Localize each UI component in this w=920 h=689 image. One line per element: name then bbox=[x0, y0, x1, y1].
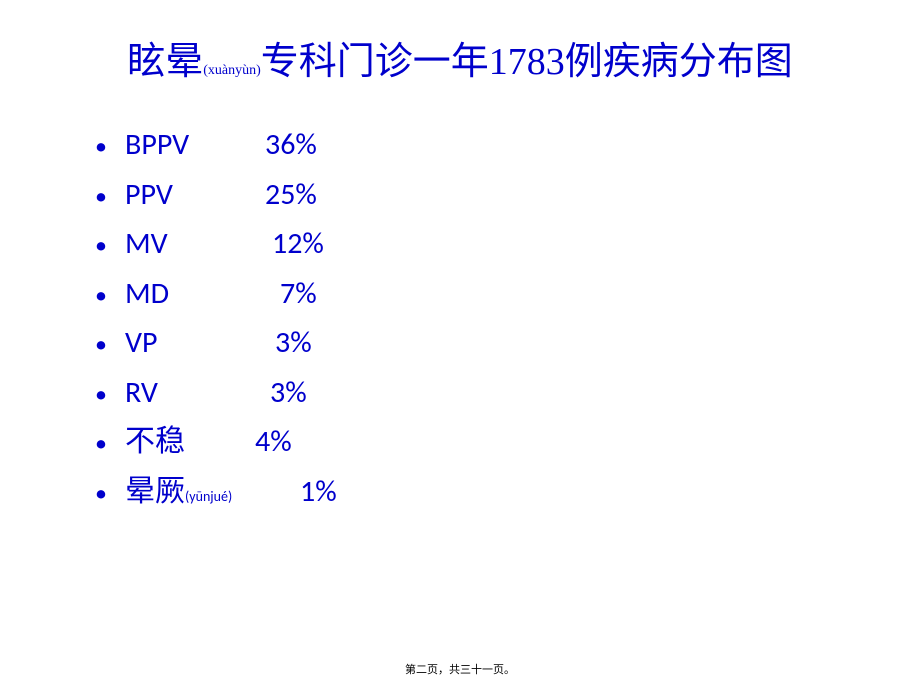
item-value: 3% bbox=[270, 368, 307, 418]
bullet-icon: • bbox=[95, 424, 125, 464]
item-label: 不稳 bbox=[125, 417, 255, 467]
bullet-icon: • bbox=[95, 474, 125, 514]
item-label: PPV bbox=[125, 170, 265, 220]
item-label-text: 不稳 bbox=[125, 423, 185, 460]
item-label-text: MV bbox=[125, 225, 168, 262]
list-item: •晕厥(yūnjué)1% bbox=[95, 467, 870, 517]
item-value: 25% bbox=[265, 170, 317, 220]
item-value: 12% bbox=[272, 219, 324, 269]
slide-container: 眩晕(xuànyùn)专科门诊一年1783例疾病分布图 •BPPV36%•PPV… bbox=[0, 0, 920, 689]
item-pinyin: (yūnjué) bbox=[185, 488, 232, 505]
page-footer: 第二页，共三十一页。 bbox=[0, 661, 920, 677]
item-value: 3% bbox=[275, 318, 312, 368]
list-item: •VP 3% bbox=[95, 318, 870, 368]
bullet-icon: • bbox=[95, 177, 125, 217]
title-part1: 眩晕 bbox=[127, 41, 203, 83]
title-pinyin: (xuànyùn) bbox=[203, 63, 261, 78]
item-label-text: VP bbox=[125, 324, 158, 361]
item-label: 晕厥(yūnjué) bbox=[125, 467, 300, 517]
list-item: •RV 3% bbox=[95, 368, 870, 418]
title-part2: 专科门诊一年1783例疾病分布图 bbox=[261, 41, 793, 83]
item-label: VP bbox=[125, 318, 275, 368]
item-value: 36% bbox=[265, 120, 317, 170]
item-label-text: 晕厥 bbox=[125, 473, 185, 510]
item-label: RV bbox=[125, 368, 270, 418]
bullet-icon: • bbox=[95, 127, 125, 167]
item-label: BPPV bbox=[125, 120, 265, 170]
item-label-text: RV bbox=[125, 374, 158, 411]
bullet-icon: • bbox=[95, 226, 125, 266]
list-item: •BPPV 36% bbox=[95, 120, 870, 170]
item-value: 1% bbox=[300, 467, 337, 517]
disease-list: •BPPV36%•PPV25%•MV12%•MD7%•VP3%•RV3%•不稳4… bbox=[50, 120, 870, 516]
bullet-icon: • bbox=[95, 325, 125, 365]
item-value: 4% bbox=[255, 417, 292, 467]
slide-title: 眩晕(xuànyùn)专科门诊一年1783例疾病分布图 bbox=[50, 30, 870, 85]
item-label-text: PPV bbox=[125, 176, 173, 213]
item-label-text: BPPV bbox=[125, 126, 189, 163]
list-item: •不稳 4% bbox=[95, 417, 870, 467]
item-label-text: MD bbox=[125, 275, 169, 312]
item-label: MD bbox=[125, 269, 280, 319]
bullet-icon: • bbox=[95, 375, 125, 415]
item-label: MV bbox=[125, 219, 272, 269]
list-item: •MD 7% bbox=[95, 269, 870, 319]
list-item: •PPV 25% bbox=[95, 170, 870, 220]
item-value: 7% bbox=[280, 269, 317, 319]
list-item: •MV 12% bbox=[95, 219, 870, 269]
bullet-icon: • bbox=[95, 276, 125, 316]
